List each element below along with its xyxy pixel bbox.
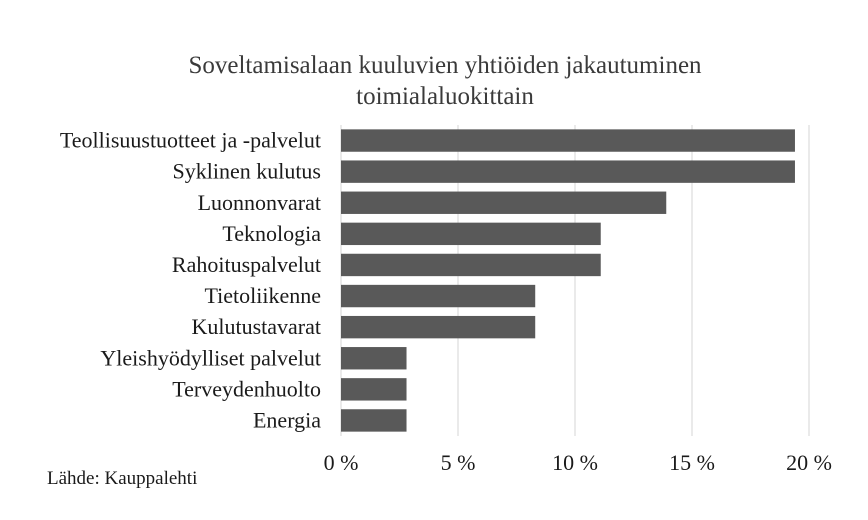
bar — [341, 253, 601, 277]
category-labels: Teollisuustuotteet ja -palvelut Syklinen … — [60, 128, 321, 433]
tick-labels: 0 % 5 % 10 % 15 % 20 % — [324, 450, 832, 475]
x-tick-label: 20 % — [786, 450, 832, 475]
bar — [341, 222, 601, 246]
bar — [341, 284, 536, 308]
bars — [341, 129, 795, 432]
bar — [341, 409, 407, 432]
bar — [341, 315, 536, 339]
category-label: Terveydenhuolto — [172, 376, 321, 401]
chart-title-line-1: Soveltamisalaan kuuluvien yhtiöiden jaka… — [188, 52, 702, 79]
bar — [341, 191, 667, 214]
category-label: Rahoituspalvelut — [172, 252, 321, 277]
bar — [341, 160, 795, 183]
category-label: Kulutustavarat — [191, 314, 321, 339]
x-tick-label: 15 % — [669, 450, 715, 475]
category-label: Teollisuustuotteet ja -palvelut — [60, 128, 321, 153]
bar — [341, 129, 795, 152]
x-tick-label: 10 % — [552, 450, 598, 475]
category-label: Yleishyödylliset palvelut — [100, 345, 321, 370]
category-label: Syklinen kulutus — [172, 159, 321, 184]
category-label: Teknologia — [222, 221, 321, 246]
x-tick-label: 5 % — [441, 450, 476, 475]
chart-title-line-2: toimialaluokittain — [356, 83, 534, 110]
category-label: Luonnonvarat — [198, 190, 321, 215]
category-label: Tietoliikenne — [204, 283, 321, 308]
x-tick-label: 0 % — [324, 450, 359, 475]
bar — [341, 347, 407, 370]
category-label: Energia — [253, 407, 321, 432]
source-note: Lähde: Kauppalehti — [47, 468, 198, 489]
bar — [341, 378, 407, 401]
